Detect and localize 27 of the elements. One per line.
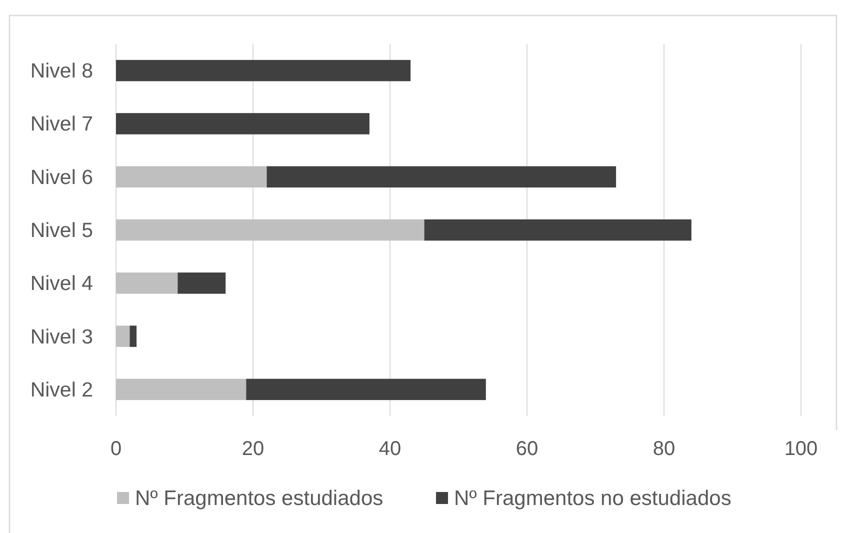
bar — [178, 272, 226, 294]
y-tick-label: Nivel 3 — [30, 325, 93, 348]
bar — [424, 219, 692, 241]
x-tick-label: 80 — [652, 438, 676, 460]
bar — [116, 219, 424, 241]
x-tick-label: 0 — [110, 438, 122, 460]
x-tick-label: 40 — [378, 438, 402, 460]
y-tick-label: Nivel 6 — [30, 166, 93, 189]
bar — [116, 272, 178, 294]
bar — [116, 60, 411, 82]
bar — [116, 378, 246, 400]
bar — [130, 326, 137, 347]
bar — [116, 326, 130, 347]
y-tick-label: Nivel 4 — [30, 272, 93, 296]
legend-label: Nº Fragmentos estudiados — [135, 487, 384, 510]
bar — [116, 166, 267, 188]
y-tick-label: Nivel 5 — [30, 219, 93, 242]
y-tick-label: Nivel 7 — [30, 112, 93, 136]
x-tick-label: 20 — [242, 438, 264, 460]
y-tick-label: Nivel 2 — [30, 378, 93, 402]
bar — [116, 113, 370, 134]
bar — [266, 166, 616, 188]
y-tick-label: Nivel 8 — [30, 60, 93, 83]
x-tick-label: 60 — [516, 438, 538, 460]
legend-label: Nº Fragmentos no estudiados — [454, 487, 732, 510]
bar — [246, 378, 486, 400]
x-tick-label: 100 — [784, 438, 818, 460]
